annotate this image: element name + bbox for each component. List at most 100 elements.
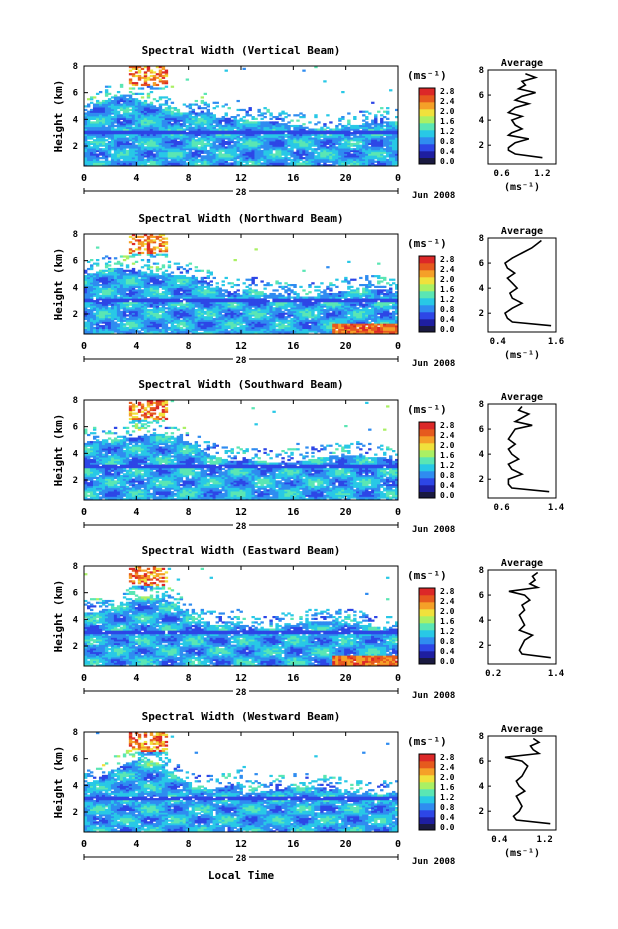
heatmap-cell (131, 314, 136, 317)
heatmap-cell (197, 117, 202, 120)
heatmap-cell (347, 128, 351, 131)
heatmap-cell (326, 151, 330, 154)
heatmap-cell (335, 139, 339, 142)
heatmap-cell (305, 141, 309, 144)
heatmap-cell (137, 309, 142, 312)
heatmap-cell (179, 321, 184, 324)
heatmap-cell (206, 307, 210, 310)
heatmap-cell (92, 142, 97, 145)
heatmap-cell (92, 124, 97, 128)
heatmap-cell (191, 157, 196, 160)
heatmap-cell (290, 158, 294, 162)
heatmap-cell (224, 123, 228, 126)
heatmap-cell (152, 291, 157, 294)
y-axis-title: Height (km) (52, 80, 65, 153)
heatmap-cell (92, 144, 97, 147)
heatmap-cell (221, 300, 225, 303)
heatmap-cell (143, 316, 148, 319)
heatmap-cell (200, 278, 205, 281)
heatmap-cell (209, 326, 213, 330)
heatmap-cell (254, 130, 258, 133)
heatmap-cell (134, 284, 139, 287)
heatmap-cell (158, 157, 163, 160)
heatmap-cell (251, 141, 255, 144)
heatmap-cell (149, 291, 154, 294)
heatmap-cell (206, 319, 210, 322)
heatmap-cell (119, 133, 124, 137)
heatmap-cell (158, 146, 163, 149)
heatmap-cell (344, 144, 348, 147)
heatmap-cell (302, 137, 306, 140)
heatmap-cell (224, 151, 228, 154)
heatmap-cell (122, 319, 127, 322)
heatmap-cell (191, 292, 196, 296)
heatmap-cell (284, 124, 288, 128)
heatmap-cell (341, 130, 345, 133)
heatmap-cell (299, 157, 303, 160)
heatmap-cell (137, 162, 142, 165)
heatmap-cell (200, 117, 205, 120)
heatmap-cell (371, 160, 375, 163)
heatmap-cell (338, 164, 342, 167)
heatmap-cell (209, 130, 213, 133)
heatmap-cell (386, 123, 390, 126)
heatmap-cell (101, 330, 106, 333)
heatmap-cell (185, 269, 190, 272)
heatmap-cell (179, 126, 184, 129)
heatmap-cell (158, 155, 163, 158)
heatmap-cell (140, 307, 145, 310)
heatmap-cell (182, 321, 187, 324)
heatmap-cell (260, 126, 264, 129)
heatmap-cell (284, 157, 288, 160)
heatmap-cell (173, 285, 178, 288)
heatmap-cell (107, 267, 112, 271)
heatmap-cell (194, 300, 199, 303)
heatmap-cell (200, 126, 205, 129)
heatmap-cell (191, 164, 196, 167)
heatmap-cell (134, 291, 139, 294)
heatmap-cell (326, 157, 330, 160)
heatmap-cell (101, 112, 106, 115)
heatmap-cell (155, 328, 160, 331)
heatmap-cell (122, 151, 127, 154)
heatmap-cell (140, 119, 145, 122)
heatmap-cell (173, 107, 178, 110)
heatmap-cell (239, 301, 243, 305)
heatmap-cell (173, 137, 178, 140)
heatmap-cell (299, 133, 303, 137)
heatmap-cell (236, 164, 240, 167)
heatmap-cell (281, 139, 285, 142)
heatmap-cell (281, 153, 285, 156)
heatmap-cell (143, 121, 148, 124)
heatmap-cell (305, 130, 309, 133)
heatmap-cell (227, 142, 231, 145)
heatmap-cell (86, 146, 91, 149)
heatmap-cell (164, 116, 169, 119)
heatmap-cell (188, 139, 193, 142)
heatmap-cell (272, 121, 276, 124)
heatmap-cell (185, 155, 190, 158)
heatmap-cell (311, 157, 315, 160)
heatmap-cell (170, 307, 175, 310)
heatmap-cell (107, 133, 112, 137)
heatmap-cell (152, 76, 157, 79)
heatmap-cell (113, 142, 118, 145)
heatmap-cell (257, 126, 261, 129)
heatmap-cell (101, 287, 106, 290)
heatmap-cell (227, 300, 231, 303)
heatmap-cell (143, 83, 148, 87)
heatmap-cell (179, 287, 184, 290)
heatmap-cell (107, 319, 112, 322)
heatmap-cell (152, 110, 157, 113)
heatmap-cell (89, 114, 94, 117)
heatmap-cell (101, 278, 106, 281)
heatmap-cell (338, 117, 342, 120)
heatmap-cell (119, 278, 124, 281)
heatmap-cell (158, 250, 163, 253)
heatmap-cell (86, 319, 91, 322)
colorbar-tick-label: 0.8 (440, 137, 455, 146)
heatmap-cell (107, 164, 112, 167)
heatmap-cell (161, 285, 166, 288)
heatmap-cell (350, 157, 354, 160)
heatmap-cell (155, 309, 160, 312)
